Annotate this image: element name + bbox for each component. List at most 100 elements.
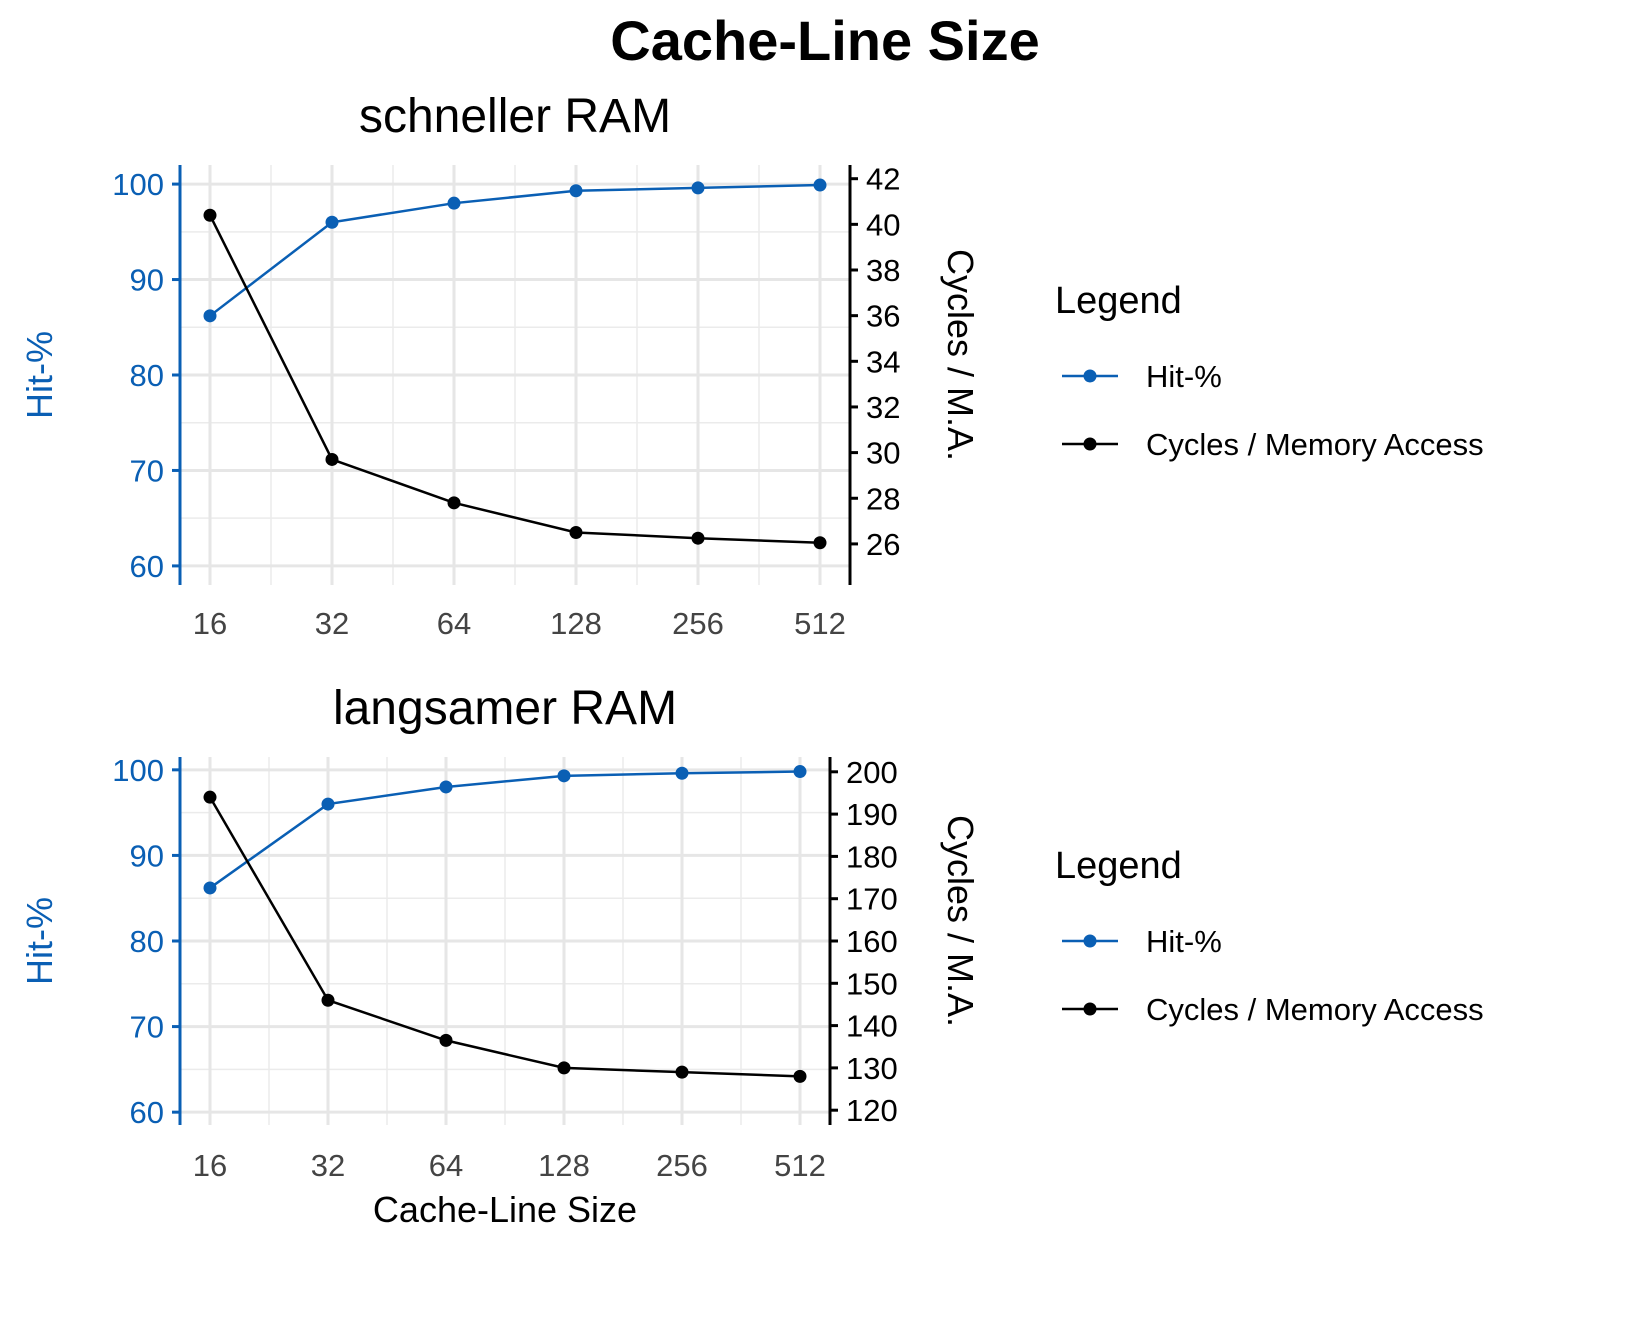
legend-label: Cycles / Memory Access (1146, 992, 1484, 1027)
right-tick-label: 190 (846, 797, 898, 832)
panel-title: langsamer RAM (333, 682, 677, 735)
chart-panel-1: schneller RAM 60 70 80 90 100 Hit-% 26 28 30 32 34 3… (19, 90, 1484, 641)
data-point (675, 1065, 689, 1079)
data-point (557, 769, 571, 783)
series-line (208, 214, 821, 545)
data-point (793, 765, 807, 779)
series-hit-percent (203, 765, 807, 895)
right-tick-label: 160 (846, 924, 898, 959)
left-tick-label: 60 (130, 549, 164, 584)
legend-label: Hit-% (1146, 924, 1222, 959)
x-tick-label: 512 (774, 1148, 826, 1183)
left-tick-label: 90 (130, 838, 164, 873)
data-point (813, 536, 827, 550)
right-tick-label: 42 (866, 162, 900, 197)
right-tick-label: 38 (866, 253, 900, 288)
data-point (321, 993, 335, 1007)
series-line (209, 770, 801, 889)
data-point (813, 178, 827, 192)
data-point (203, 790, 217, 804)
right-tick-label: 30 (866, 436, 900, 471)
legend-key-marker (1083, 934, 1097, 948)
data-point (439, 780, 453, 794)
x-tick-label: 64 (429, 1148, 463, 1183)
data-point (675, 766, 689, 780)
legend-key-marker (1083, 1002, 1097, 1016)
data-point (691, 181, 705, 195)
left-axis-label: Hit-% (19, 331, 60, 419)
right-tick-label: 28 (866, 481, 900, 516)
data-point (203, 309, 217, 323)
data-point (557, 1061, 571, 1075)
right-axis-label: Cycles / M.A. (940, 815, 981, 1027)
right-tick-label: 32 (866, 390, 900, 425)
legend: Legend Hit-% Cycles / Memory Access (1055, 280, 1484, 462)
x-tick-label: 32 (311, 1148, 345, 1183)
legend-title: Legend (1055, 280, 1182, 322)
x-tick-label: 256 (656, 1148, 708, 1183)
legend: Legend Hit-% Cycles / Memory Access (1055, 845, 1484, 1027)
chart-panel-2: langsamer RAM 60 70 80 90 100 Hit-% 120 130 140 15… (19, 682, 1484, 1230)
legend-item: Cycles / Memory Access (1062, 992, 1484, 1027)
data-point (203, 881, 217, 895)
legend-key-marker (1083, 369, 1097, 383)
x-tick-label: 32 (315, 606, 349, 641)
series-cycles (203, 208, 827, 550)
right-tick-label: 170 (846, 882, 898, 917)
right-tick-label: 36 (866, 299, 900, 334)
data-point (325, 452, 339, 466)
gridlines (180, 165, 850, 585)
data-point (321, 797, 335, 811)
right-tick-label: 26 (866, 527, 900, 562)
right-tick-label: 34 (866, 344, 900, 379)
data-point (569, 184, 583, 198)
legend-label: Cycles / Memory Access (1146, 427, 1484, 462)
data-point (439, 1033, 453, 1047)
x-tick-label: 512 (794, 606, 846, 641)
data-point (691, 531, 705, 545)
left-tick-label: 100 (112, 167, 164, 202)
right-axis-label: Cycles / M.A. (940, 249, 981, 461)
gridlines (180, 757, 830, 1125)
right-tick-label: 130 (846, 1051, 898, 1086)
left-tick-label: 80 (130, 924, 164, 959)
x-tick-label: 16 (193, 1148, 227, 1183)
right-tick-label: 40 (866, 207, 900, 242)
right-tick-label: 120 (846, 1093, 898, 1128)
right-tick-label: 140 (846, 1009, 898, 1044)
x-axis-label: Cache-Line Size (373, 1189, 637, 1230)
series-hit-percent (203, 178, 827, 323)
legend-item: Hit-% (1062, 924, 1222, 959)
data-point (447, 496, 461, 510)
left-tick-label: 100 (112, 753, 164, 788)
x-tick-label: 16 (193, 606, 227, 641)
x-tick-label: 128 (550, 606, 602, 641)
x-tick-label: 64 (437, 606, 471, 641)
panel-title: schneller RAM (359, 90, 671, 143)
data-point (203, 208, 217, 222)
left-tick-label: 70 (130, 453, 164, 488)
left-tick-label: 80 (130, 358, 164, 393)
series-line (208, 796, 801, 1078)
data-point (793, 1069, 807, 1083)
legend-label: Hit-% (1146, 359, 1222, 394)
series-line (209, 183, 821, 317)
left-axis-label: Hit-% (19, 897, 60, 985)
legend-item: Cycles / Memory Access (1062, 427, 1484, 462)
left-tick-label: 90 (130, 263, 164, 298)
legend-key-marker (1083, 437, 1097, 451)
data-point (569, 526, 583, 539)
x-tick-label: 256 (672, 606, 724, 641)
left-tick-label: 70 (130, 1010, 164, 1045)
legend-item: Hit-% (1062, 359, 1222, 394)
data-point (325, 215, 339, 229)
right-tick-label: 150 (846, 966, 898, 1001)
legend-title: Legend (1055, 845, 1182, 887)
left-tick-label: 60 (130, 1095, 164, 1130)
figure-title: Cache-Line Size (610, 9, 1039, 72)
right-tick-label: 180 (846, 839, 898, 874)
right-tick-label: 200 (846, 755, 898, 790)
series-cycles (203, 790, 807, 1083)
